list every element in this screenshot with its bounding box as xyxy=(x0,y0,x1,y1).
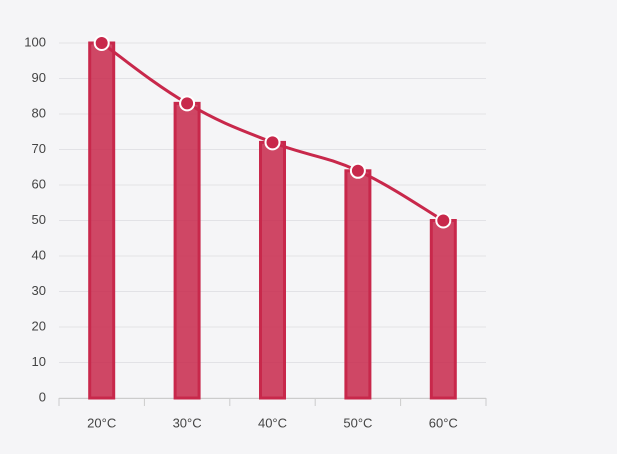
bar xyxy=(259,140,286,400)
y-tick-label: 90 xyxy=(32,70,46,85)
y-tick-label: 50 xyxy=(32,212,46,227)
y-tick-label: 60 xyxy=(32,176,46,191)
bar xyxy=(88,41,116,400)
point xyxy=(93,35,110,51)
point xyxy=(435,212,452,229)
point xyxy=(264,134,281,151)
bar xyxy=(173,101,201,400)
y-tick-label: 80 xyxy=(32,105,46,120)
y-tick-label: 100 xyxy=(24,34,46,49)
y-tick-label: 70 xyxy=(32,141,46,156)
x-tick-label: 60°C xyxy=(429,415,458,430)
y-tick-label: 0 xyxy=(39,389,46,404)
bar xyxy=(344,169,372,400)
x-tick-label: 20°C xyxy=(87,415,116,430)
point xyxy=(179,95,196,112)
y-tick-label: 40 xyxy=(32,247,46,262)
y-tick-label: 20 xyxy=(32,318,46,333)
x-tick-label: 30°C xyxy=(173,415,202,430)
bar xyxy=(429,219,457,400)
point xyxy=(349,162,366,179)
y-tick-label: 10 xyxy=(32,354,46,369)
y-tick-label: 30 xyxy=(32,283,46,298)
x-tick-label: 50°C xyxy=(343,415,372,430)
x-tick-label: 40°C xyxy=(258,415,287,430)
